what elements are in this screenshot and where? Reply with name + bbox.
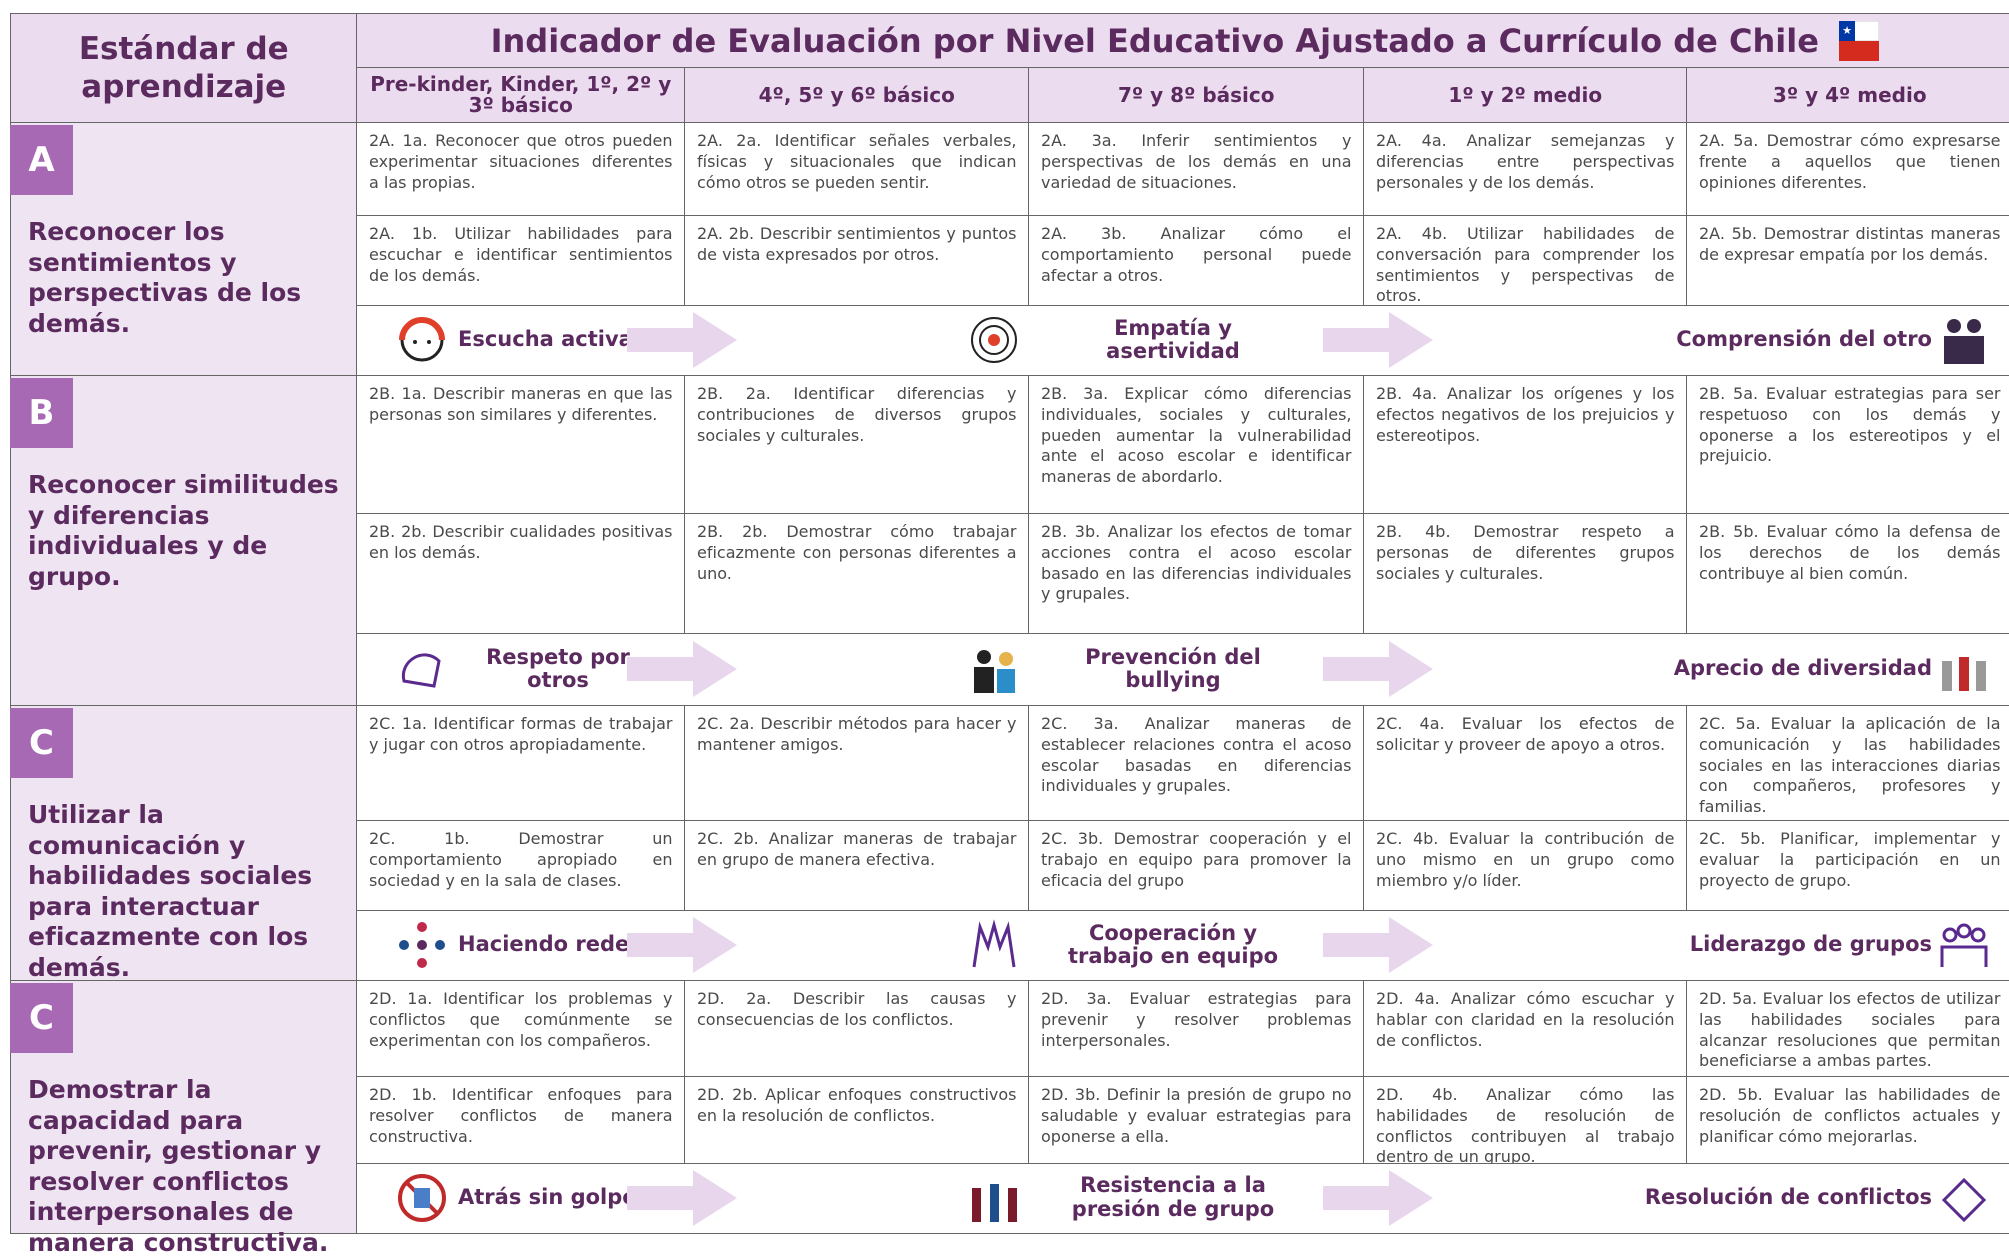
indicator-cell: 2A. 4a. Analizar semejanzas y diferencia…: [1363, 122, 1688, 217]
indicator-cell: 2B. 1a. Describir maneras en que las per…: [356, 375, 686, 515]
indicator-cell: 2D. 2b. Aplicar enfoques constructivos e…: [684, 1076, 1030, 1165]
skill-label: Escucha activa: [458, 327, 633, 352]
arrow: [627, 917, 737, 973]
indicator-cell: 2D. 5a. Evaluar los efectos de utilizar …: [1686, 980, 2009, 1078]
skill-label: Empatía y asertividad: [1106, 315, 1240, 363]
skills-row: [356, 1163, 2009, 1234]
indicator-cell: 2B. 2b. Demostrar cómo trabajar eficazme…: [684, 513, 1030, 635]
indicator-cell: 2C. 4a. Evaluar los efectos de solicitar…: [1363, 705, 1688, 822]
section-letter: A: [10, 125, 73, 195]
skill-icon: [399, 922, 445, 968]
header-left: Estándar de aprendizaje: [10, 13, 358, 124]
indicator-cell: 2B. 5a. Evaluar estrategias para ser res…: [1686, 375, 2009, 515]
arrow: [1323, 312, 1433, 368]
skill-icon: [972, 1183, 1017, 1222]
standard-text: Demostrar la capacidad para prevenir, ge…: [28, 1075, 329, 1257]
indicator-cell: 2A. 5a. Demostrar cómo expresarse frente…: [1686, 122, 2009, 217]
title-text: Indicador de Evaluación por Nivel Educat…: [490, 21, 1819, 60]
indicator-cell: 2D. 5b. Evaluar las habilidades de resol…: [1686, 1076, 2009, 1165]
skill-label: Liderazgo de grupos: [1689, 932, 1932, 957]
standard-text: Utilizar la comunicación y habilidades s…: [28, 800, 313, 982]
indicator-cell: 2C. 5a. Evaluar la aplicación de la comu…: [1686, 705, 2009, 822]
level-header: 1º y 2º medio: [1363, 67, 1688, 124]
skill-icon: [399, 317, 445, 362]
indicator-cell: 2C. 4b. Evaluar la contribución de uno m…: [1363, 820, 1688, 912]
skill-icon: [1942, 657, 1986, 691]
skill-label: Resolución de conflictos: [1644, 1184, 1932, 1209]
indicator-cell: 2C. 3b. Demostrar cooperación y el traba…: [1028, 820, 1365, 912]
indicator-cell: 2D. 1b. Identificar enfoques para resolv…: [356, 1076, 686, 1165]
level-header: 4º, 5º y 6º básico: [684, 67, 1030, 124]
indicator-cell: 2D. 2a. Describir las causas y consecuen…: [684, 980, 1030, 1078]
indicator-cell: 2C. 5b. Planificar, implementar y evalua…: [1686, 820, 2009, 912]
indicator-cell: 2D. 3a. Evaluar estrategias para preveni…: [1028, 980, 1365, 1078]
indicator-cell: 2B. 5b. Evaluar cómo la defensa de los d…: [1686, 513, 2009, 635]
skill-icon: [974, 650, 1015, 693]
arrow: [1323, 917, 1433, 973]
skill-label: Haciendo redes: [458, 932, 642, 957]
indicator-cell: 2C. 1b. Demostrar un comportamiento apro…: [356, 820, 686, 912]
level-header: 7º y 8º básico: [1028, 67, 1365, 124]
indicator-cell: 2C. 2a. Describir métodos para hacer y m…: [684, 705, 1030, 822]
skill-label: Prevención del bullying: [1085, 644, 1261, 692]
indicator-cell: 2A. 3b. Analizar cómo el comportamiento …: [1028, 215, 1365, 307]
indicator-cell: 2C. 1a. Identificar formas de trabajar y…: [356, 705, 686, 822]
indicator-cell: 2B. 4b. Demostrar respeto a personas de …: [1363, 513, 1688, 635]
skill-icon: [972, 919, 1016, 968]
indicator-cell: 2D. 3b. Definir la presión de grupo no s…: [1028, 1076, 1365, 1165]
indicator-cell: 2B. 3a. Explicar cómo diferencias indivi…: [1028, 375, 1365, 515]
standard-text: Reconocer los sentimientos y perspectiva…: [28, 217, 302, 338]
indicator-cell: 2A. 3a. Inferir sentimientos y perspecti…: [1028, 122, 1365, 217]
indicator-cell: 2D. 1a. Identificar los problemas y conf…: [356, 980, 686, 1078]
indicator-cell: 2D. 4a. Analizar cómo escuchar y hablar …: [1363, 980, 1688, 1078]
arrow: [1323, 1169, 1433, 1226]
indicator-cell: 2C. 3a. Analizar maneras de establecer r…: [1028, 705, 1365, 822]
indicator-cell: 2B. 2a. Identificar diferencias y contri…: [684, 375, 1030, 515]
arrow: [627, 1169, 737, 1226]
indicator-cell: 2B. 4a. Analizar los orígenes y los efec…: [1363, 375, 1688, 515]
indicator-cell: 2B. 2b. Describir cualidades positivas e…: [356, 513, 686, 635]
skill-label: Atrás sin golpes: [458, 1184, 650, 1209]
level-header: 3º y 4º medio: [1686, 67, 2009, 124]
standard-text: Reconocer similitudes y diferencias indi…: [28, 470, 339, 591]
skill-label: Comprensión del otro: [1676, 327, 1932, 352]
skill-label: Cooperación y trabajo en equipo: [1067, 920, 1279, 968]
arrow: [627, 641, 737, 697]
indicator-cell: 2A. 4b. Utilizar habilidades de conversa…: [1363, 215, 1688, 307]
arrow: [1323, 641, 1433, 697]
section-letter: B: [10, 378, 73, 448]
indicator-cell: 2A. 2a. Identificar señales verbales, fí…: [684, 122, 1030, 217]
indicator-cell: 2A. 1b. Utilizar habilidades para escuch…: [356, 215, 686, 307]
header-title: Indicador de Evaluación por Nivel Educat…: [356, 13, 2009, 69]
skill-icon: [398, 1173, 446, 1222]
indicator-cell: 2C. 2b. Analizar maneras de trabajar en …: [684, 820, 1030, 912]
indicator-cell: 2A. 2b. Describir sentimientos y puntos …: [684, 215, 1030, 307]
section-letter: C: [10, 708, 73, 778]
skill-icon: [1940, 923, 1988, 967]
indicator-cell: 2A. 5b. Demostrar distintas maneras de e…: [1686, 215, 2009, 307]
skill-label: Aprecio de diversidad: [1673, 656, 1932, 681]
page: Estándar de aprendizaje Indicador de Eval…: [10, 13, 2009, 1257]
skill-icon: [401, 653, 441, 688]
svg-text:★: ★: [1842, 24, 1852, 37]
indicator-cell: 2A. 1a. Reconocer que otros pueden exper…: [356, 122, 686, 217]
indicator-cell: 2B. 3b. Analizar los efectos de tomar ac…: [1028, 513, 1365, 635]
skill-icon: [1941, 1177, 1987, 1222]
arrow: [627, 312, 737, 368]
level-header: Pre-kinder, Kinder, 1º, 2º y 3º básico: [356, 67, 686, 124]
skill-icon: [1944, 319, 1984, 364]
section-letter: C: [10, 983, 73, 1053]
indicator-cell: 2D. 4b. Analizar cómo las habilidades de…: [1363, 1076, 1688, 1166]
skill-label: Respeto por otros: [486, 644, 630, 692]
skill-icon: [971, 317, 1017, 363]
flag-icon: ★: [1838, 20, 1879, 61]
skill-label: Resistencia a la presión de grupo: [1071, 1173, 1275, 1221]
